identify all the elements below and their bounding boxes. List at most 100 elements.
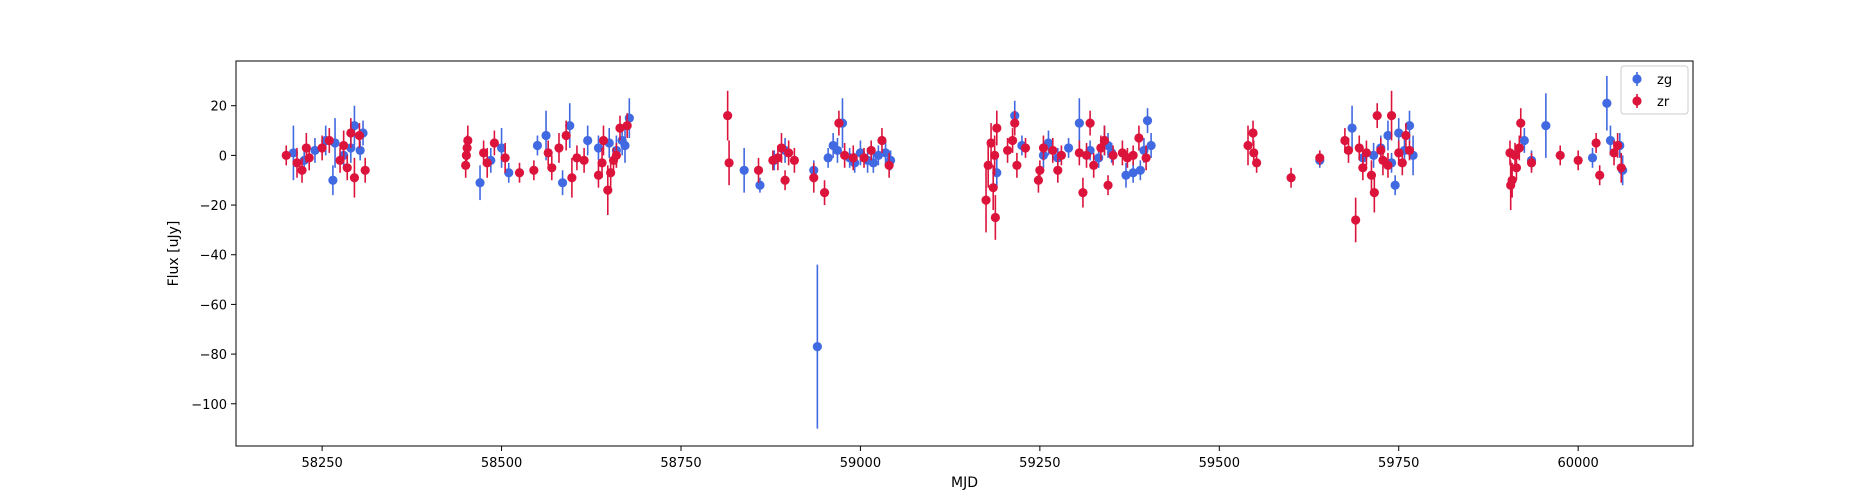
marker <box>1386 111 1397 121</box>
marker <box>504 168 514 178</box>
data-point <box>583 125 593 156</box>
data-point <box>611 142 621 168</box>
data-point <box>297 157 307 183</box>
marker <box>297 165 307 175</box>
y-axis-ticks: −100 −80 −60 −40 −20 0 20 <box>191 100 236 413</box>
marker <box>809 173 819 183</box>
marker <box>1376 145 1386 156</box>
data-point <box>1081 142 1092 168</box>
marker <box>292 158 302 168</box>
data-point <box>884 152 894 178</box>
marker <box>1361 148 1372 158</box>
marker <box>1010 118 1020 128</box>
marker <box>1394 148 1404 158</box>
marker <box>755 180 765 190</box>
data-point <box>1372 103 1382 129</box>
marker <box>780 175 790 185</box>
data-point <box>877 128 887 153</box>
data-point <box>880 140 891 166</box>
data-point <box>1354 135 1364 161</box>
marker <box>840 150 850 160</box>
data-point <box>981 167 991 233</box>
marker <box>1121 170 1131 180</box>
marker <box>988 183 998 193</box>
marker <box>281 150 291 160</box>
data-point <box>840 142 850 168</box>
marker <box>1383 160 1393 170</box>
marker <box>532 140 543 151</box>
data-point <box>1383 120 1393 151</box>
marker <box>317 143 327 153</box>
marker <box>1094 153 1104 163</box>
marker <box>1519 135 1529 146</box>
marker <box>1394 128 1404 138</box>
marker <box>593 143 604 153</box>
data-point <box>990 195 1000 240</box>
marker <box>593 170 604 180</box>
data-point <box>834 110 844 136</box>
data-point <box>724 140 734 186</box>
marker <box>1020 143 1031 153</box>
marker <box>1605 135 1616 146</box>
data-point <box>475 165 485 201</box>
data-point <box>1002 138 1013 163</box>
marker <box>1048 145 1058 156</box>
data-point <box>812 264 822 429</box>
marker <box>1035 165 1045 175</box>
y-axis-label: Flux [uJy] <box>166 221 182 287</box>
data-point <box>1613 133 1623 158</box>
marker <box>1358 163 1368 173</box>
marker <box>1390 180 1400 190</box>
marker <box>819 188 830 198</box>
data-point <box>1347 105 1357 151</box>
data-point <box>1595 165 1605 186</box>
data-point <box>288 125 299 181</box>
data-point <box>1519 128 1529 153</box>
marker <box>500 153 510 163</box>
data-point <box>1587 147 1598 168</box>
marker <box>598 135 609 146</box>
data-point <box>859 147 869 168</box>
series-zr <box>281 90 1626 243</box>
data-point <box>1526 152 1537 173</box>
marker <box>615 123 625 133</box>
marker <box>489 138 499 148</box>
data-point <box>739 147 749 193</box>
data-point <box>1099 125 1110 156</box>
marker <box>349 120 360 131</box>
marker <box>622 120 632 131</box>
data-point <box>1141 145 1151 171</box>
data-point <box>1602 75 1612 131</box>
data-point <box>349 105 360 146</box>
marker <box>1103 180 1113 190</box>
axes-frame <box>235 60 1694 447</box>
data-point <box>489 130 499 156</box>
marker <box>620 140 630 151</box>
marker <box>1401 130 1411 141</box>
y-tick-label: −40 <box>200 249 227 264</box>
data-point <box>567 157 577 198</box>
marker <box>868 158 878 168</box>
data-point <box>317 135 327 161</box>
marker <box>514 168 525 178</box>
data-point <box>1012 152 1022 178</box>
data-point <box>1128 162 1138 183</box>
marker <box>1510 150 1520 160</box>
marker <box>880 148 891 158</box>
data-point <box>1252 152 1262 173</box>
marker <box>529 165 539 175</box>
marker <box>561 130 571 141</box>
marker <box>482 158 492 168</box>
marker <box>1587 153 1598 163</box>
data-point <box>1056 145 1066 166</box>
x-tick-label: 58250 <box>301 456 342 471</box>
data-point <box>755 177 765 193</box>
marker <box>335 155 345 165</box>
marker <box>723 111 733 121</box>
data-point <box>324 128 334 153</box>
data-point <box>554 133 564 163</box>
marker <box>1404 145 1415 156</box>
data-point <box>335 147 345 173</box>
marker <box>583 135 593 146</box>
data-point <box>1089 152 1099 178</box>
